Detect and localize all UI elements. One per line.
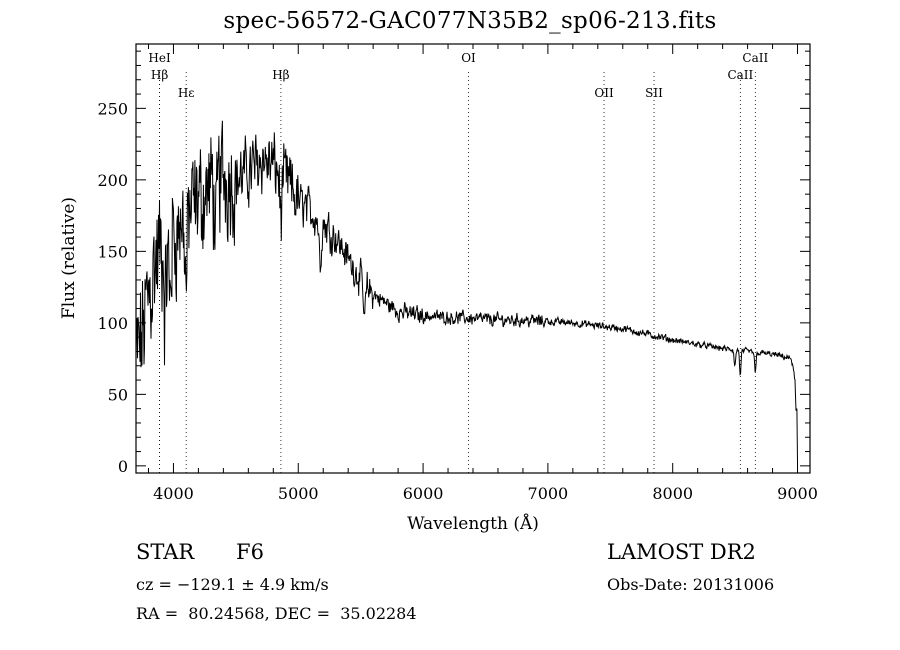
axis-ticks: 4000 5000 6000 7000 8000 9000 0 50 100 150 200 250	[97, 44, 818, 503]
line-marker-label: Hβ	[151, 68, 168, 82]
redshift-text: cz = −129.1 ± 4.9 km/s	[136, 575, 329, 594]
line-marker-label: Hε	[178, 86, 195, 100]
line-marker-label: OI	[461, 51, 476, 65]
line-marker-label: Hβ	[272, 68, 289, 82]
obs-date: Obs-Date: 20131006	[607, 575, 775, 594]
line-marker-label: CaII	[742, 51, 768, 65]
plot-frame	[135, 43, 811, 474]
y-tick-label: 0	[118, 457, 128, 476]
x-axis-label: Wavelength (Å)	[407, 513, 539, 534]
line-marker-label: HeI	[148, 51, 171, 65]
x-tick-label: 6000	[403, 484, 444, 503]
line-markers: Hβ HeI Hε Hβ OI OII SII CaII CaII	[148, 51, 768, 473]
x-tick-label: 9000	[777, 484, 818, 503]
y-tick-label: 100	[97, 314, 128, 333]
y-tick-label: 150	[97, 242, 128, 261]
y-axis-label: Flux (relative)	[59, 197, 79, 319]
chart-title: spec-56572-GAC077N35B2_sp06-213.fits	[223, 8, 717, 34]
spectrum-line	[135, 120, 798, 464]
line-marker-label: SII	[645, 86, 663, 100]
x-tick-label: 7000	[528, 484, 569, 503]
x-tick-label: 8000	[652, 484, 693, 503]
y-tick-label: 250	[97, 99, 128, 118]
x-tick-label: 4000	[153, 484, 194, 503]
object-class: STAR	[136, 540, 195, 564]
line-marker-label: OII	[594, 86, 614, 100]
coordinates: RA = 80.24568, DEC = 35.02284	[136, 604, 417, 623]
x-tick-label: 5000	[278, 484, 319, 503]
subclass: F6	[236, 540, 264, 564]
y-tick-label: 200	[97, 171, 128, 190]
survey-label: LAMOST DR2	[607, 540, 756, 564]
y-tick-label: 50	[108, 385, 128, 404]
line-marker-label: CaII	[727, 68, 753, 82]
